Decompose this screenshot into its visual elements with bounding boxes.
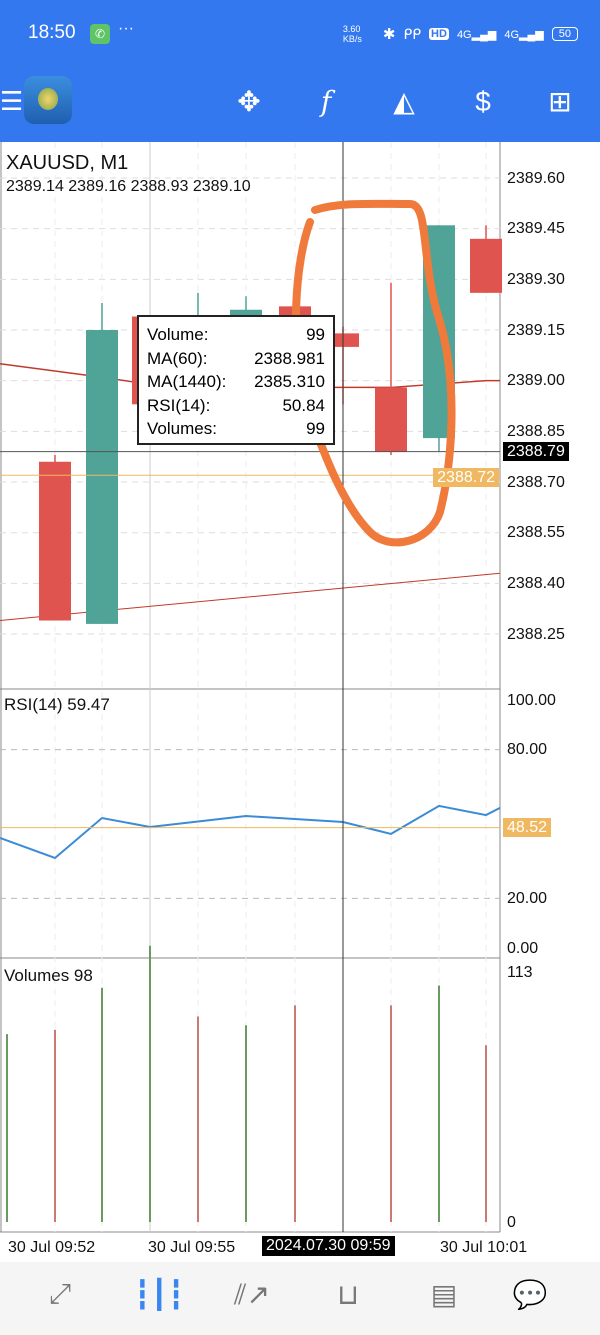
new-order-icon[interactable]: ⊞ xyxy=(548,86,572,117)
toolbar: ☰ ✥ f ◭ $ ⊞ xyxy=(0,68,600,142)
price-tick-label: 2388.70 xyxy=(507,473,565,491)
candle-bull xyxy=(230,309,262,317)
signal-1-label: 4G xyxy=(456,28,472,41)
time-label-1: 30 Jul 09:55 xyxy=(148,1239,236,1256)
signal-2-label: 4G xyxy=(504,28,520,41)
tooltip-label: Volume: xyxy=(147,325,209,344)
tooltip-value: 99 xyxy=(306,325,325,344)
menu-icon[interactable]: ☰ xyxy=(0,86,24,116)
bottom-nav: ⤢ ┇┃┇ ⫽↗ ⊔ ▤ 💬 xyxy=(0,1262,600,1335)
battery-icon: 50 xyxy=(551,27,578,41)
candle-bear xyxy=(375,387,407,452)
objects-icon[interactable]: ◭ xyxy=(393,86,415,117)
rsi-current-label: 48.52 xyxy=(503,818,552,838)
tooltip-value: 99 xyxy=(306,419,325,438)
time-label-2: 30 Jul 10:01 xyxy=(440,1239,528,1256)
trade-icon[interactable]: ⫽↗ xyxy=(234,1279,270,1310)
crosshair-time-label: 2024.07.30 09:59 xyxy=(262,1236,395,1256)
rsi-title: RSI(14) 59.47 xyxy=(4,695,110,714)
more-notifications-icon: ··· xyxy=(118,20,134,37)
function-icon[interactable]: f xyxy=(320,85,332,118)
candle-bull xyxy=(86,330,118,624)
volume-tick-label: 0 xyxy=(507,1213,516,1231)
candle-bear xyxy=(39,461,71,621)
chart-area[interactable]: XAUUSD, M1 2389.14 2389.16 2388.93 2389.… xyxy=(0,142,600,1262)
crosshair-move-icon[interactable]: ✥ xyxy=(237,86,261,117)
rsi-tick-label: 100.00 xyxy=(507,691,556,709)
data-tooltip: Volume: 99 MA(60): 2388.981 MA(1440): 2385.31… xyxy=(137,315,335,445)
net-speed: 3.60 KB/s xyxy=(342,24,362,44)
price-tick-label: 2388.55 xyxy=(507,524,565,542)
app-logo[interactable] xyxy=(24,76,72,124)
tooltip-row: MA(1440): 2385.310 xyxy=(147,370,325,394)
clock: 18:50 xyxy=(28,22,76,43)
earbuds-icon: ᑭᑭ xyxy=(403,25,422,42)
hd-icon: HD xyxy=(429,28,449,40)
symbol-title: XAUUSD, M1 xyxy=(6,152,129,174)
volumes-title: Volumes 98 xyxy=(4,966,93,985)
ask-price-label: 2388.72 xyxy=(433,467,499,487)
rsi-tick-label: 20.00 xyxy=(507,889,548,907)
phone-call-icon: ✆ xyxy=(90,24,110,44)
tooltip-label: Volumes: xyxy=(147,419,217,438)
status-bar: 18:50 ✆ ··· 3.60 KB/s ✱ ᑭᑭ HD 4G▂▄▆ 4G▂▄… xyxy=(0,0,600,68)
tooltip-row: Volumes: 99 xyxy=(147,417,325,441)
news-icon[interactable]: ▤ xyxy=(430,1279,458,1310)
ohlc-values: 2389.14 2389.16 2388.93 2389.10 xyxy=(6,178,251,195)
signal-2-icon: 4G▂▄▆ xyxy=(504,28,544,41)
bid-price-label: 2388.79 xyxy=(503,442,569,462)
price-tick-label: 2389.45 xyxy=(507,220,565,238)
ma1440-line xyxy=(0,572,501,622)
price-tick-label: 2389.00 xyxy=(507,372,565,390)
volume-tick-label: 113 xyxy=(507,963,533,981)
rsi-line xyxy=(0,804,501,860)
tooltip-value: 2385.310 xyxy=(254,372,325,391)
bluetooth-icon: ✱ xyxy=(382,26,396,43)
time-label-0: 30 Jul 09:52 xyxy=(8,1239,96,1256)
tooltip-label: RSI(14): xyxy=(147,395,211,415)
candle-bear xyxy=(470,238,502,293)
price-tick-label: 2388.85 xyxy=(507,422,565,440)
price-tick-label: 2389.15 xyxy=(507,321,565,339)
signal-1-icon: 4G▂▄▆ xyxy=(456,28,497,41)
chat-icon[interactable]: 💬 xyxy=(512,1279,548,1310)
tooltip-value: 50.84 xyxy=(282,395,325,415)
tooltip-row: MA(60): 2388.981 xyxy=(147,347,325,371)
history-icon[interactable]: ⊔ xyxy=(337,1279,359,1310)
quotes-icon[interactable]: ⤢ xyxy=(48,1278,72,1309)
trade-icon[interactable]: $ xyxy=(475,86,491,117)
tooltip-row: RSI(14): 50.84 xyxy=(147,394,325,418)
tooltip-label: MA(1440): xyxy=(147,372,227,391)
rsi-tick-label: 0.00 xyxy=(507,939,539,957)
chart-icon[interactable]: ┇┃┇ xyxy=(134,1279,185,1310)
price-tick-label: 2388.25 xyxy=(507,625,565,643)
tooltip-value: 2388.981 xyxy=(254,348,325,368)
price-tick-label: 2389.60 xyxy=(507,169,565,187)
tooltip-row: Volume: 99 xyxy=(147,323,325,347)
tooltip-label: MA(60): xyxy=(147,348,208,368)
price-tick-label: 2389.30 xyxy=(507,270,565,288)
rsi-tick-label: 80.00 xyxy=(507,741,548,759)
price-tick-label: 2388.40 xyxy=(507,574,565,592)
